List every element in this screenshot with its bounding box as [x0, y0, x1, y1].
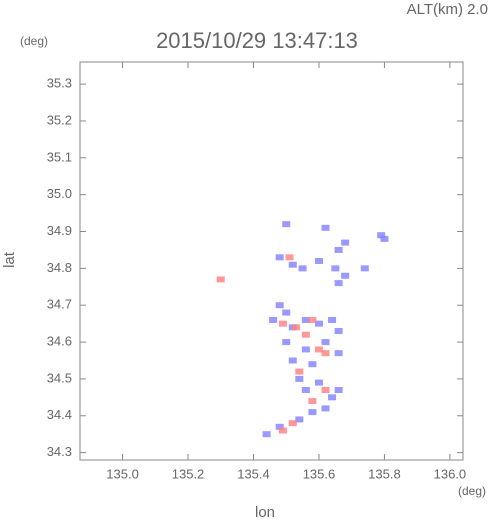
- y-tick-label: 34.4: [47, 407, 72, 422]
- radar-echo: [321, 339, 330, 346]
- y-tick-label: 34.7: [47, 297, 72, 312]
- radar-echo: [334, 328, 343, 335]
- x-tick-label: 135.8: [368, 466, 401, 481]
- radar-echo: [278, 320, 287, 327]
- radar-echo: [288, 420, 297, 427]
- radar-echo: [308, 316, 317, 323]
- subtitle: ALT(km) 2.0: [407, 1, 488, 18]
- radar-echo: [282, 339, 291, 346]
- radar-echo: [321, 405, 330, 412]
- x-unit: (deg): [458, 484, 486, 498]
- plot-frame: [79, 61, 464, 461]
- chart-title: 2015/10/29 13:47:13: [156, 28, 358, 53]
- radar-echo: [269, 316, 278, 323]
- radar-echo: [321, 350, 330, 357]
- radar-echo: [341, 239, 350, 246]
- radar-echo: [301, 316, 310, 323]
- radar-echo: [341, 272, 350, 279]
- radar-echo: [216, 276, 225, 283]
- y-tick-label: 34.3: [47, 444, 72, 459]
- radar-echo: [288, 357, 297, 364]
- x-tick-label: 136.0: [434, 466, 467, 481]
- radar-echo: [321, 224, 330, 231]
- y-tick-label: 35.0: [47, 186, 72, 201]
- radar-echo: [301, 346, 310, 353]
- radar-echo: [314, 258, 323, 264]
- radar-echo: [334, 386, 343, 393]
- radar-echo: [328, 316, 337, 323]
- radar-echo: [292, 324, 301, 331]
- radar-echo: [275, 423, 284, 430]
- radar-echo: [321, 386, 330, 393]
- x-tick-label: 135.2: [172, 466, 205, 481]
- y-axis-label: lat: [1, 251, 18, 268]
- radar-echo: [334, 246, 343, 253]
- radar-echo: [282, 221, 291, 228]
- radar-echo: [295, 368, 304, 375]
- radar-echo: [308, 409, 317, 416]
- radar-echo: [314, 379, 323, 386]
- x-tick-label: 135.6: [303, 466, 336, 481]
- radar-echo: [288, 261, 297, 268]
- y-tick-label: 35.2: [47, 112, 72, 127]
- radar-echo: [314, 346, 323, 353]
- radar-echo: [314, 320, 323, 327]
- y-tick-label: 34.6: [47, 334, 72, 349]
- y-tick-label: 34.9: [47, 223, 72, 238]
- radar-echo: [262, 431, 271, 438]
- radar-echo: [328, 394, 337, 401]
- y-tick-label: 35.1: [47, 149, 72, 164]
- radar-echo: [301, 386, 310, 393]
- radar-echo: [278, 427, 287, 434]
- radar-echo: [360, 265, 369, 272]
- radar-echo: [377, 232, 386, 239]
- x-tick-label: 135.4: [237, 466, 270, 481]
- radar-echo: [308, 398, 317, 405]
- y-tick-label: 34.8: [47, 260, 72, 275]
- radar-echo: [285, 254, 294, 261]
- radar-echo: [334, 280, 343, 287]
- radar-echo: [301, 331, 310, 338]
- radar-echo: [282, 309, 291, 316]
- radar-echo: [275, 254, 284, 261]
- x-tick-label: 135.0: [106, 466, 139, 481]
- y-unit: (deg): [20, 34, 48, 48]
- y-tick-label: 35.3: [47, 76, 72, 91]
- radar-echo: [295, 375, 304, 382]
- y-tick-label: 34.5: [47, 370, 72, 385]
- x-axis-label: lon: [255, 504, 275, 521]
- radar-echo: [275, 302, 284, 309]
- radar-echo: [295, 416, 304, 423]
- radar-echo: [298, 265, 307, 272]
- radar-echo: [308, 361, 317, 368]
- radar-echo: [331, 265, 340, 272]
- radar-echo: [334, 350, 343, 357]
- radar-echo: [380, 235, 389, 242]
